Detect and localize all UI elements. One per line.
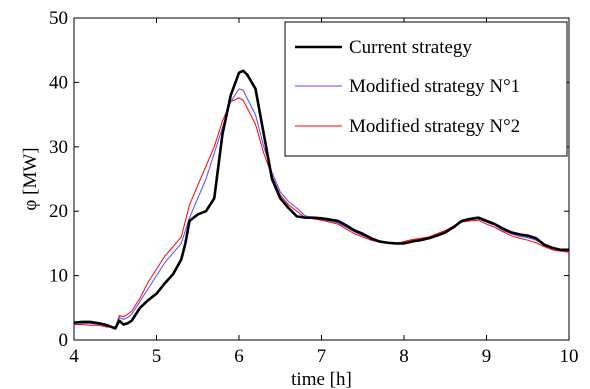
x-tick-label: 9 [482, 346, 492, 367]
current-strategy-line [73, 69, 569, 330]
y-tick-label: 40 [49, 72, 68, 93]
legend-label: Modified strategy N°2 [349, 116, 520, 137]
legend-box [284, 21, 568, 157]
legend-label: Current strategy [349, 37, 472, 58]
x-tick-label: 5 [152, 346, 162, 367]
x-tick-label: 7 [317, 346, 327, 367]
x-tick-labels: 4 5 6 7 8 9 10 [69, 346, 578, 367]
y-tick-labels: 0 10 20 30 40 50 [49, 8, 68, 351]
legend: Current strategy Modified strategy N°1 Mod… [284, 21, 568, 157]
y-tick-label: 50 [49, 8, 68, 29]
x-axis-label: time [h] [291, 369, 352, 389]
y-tick-label: 30 [49, 137, 68, 158]
x-tick-label: 8 [399, 346, 409, 367]
x-tick-label: 10 [560, 346, 579, 367]
legend-label: Modified strategy N°1 [349, 76, 520, 97]
y-axis-label: φ [MW] [20, 147, 41, 210]
y-tick-label: 10 [49, 266, 68, 287]
series-lines [73, 69, 570, 330]
x-tick-label: 6 [234, 346, 244, 367]
x-tick-label: 4 [69, 346, 79, 367]
y-tick-label: 0 [59, 330, 69, 351]
y-tick-label: 20 [49, 201, 68, 222]
